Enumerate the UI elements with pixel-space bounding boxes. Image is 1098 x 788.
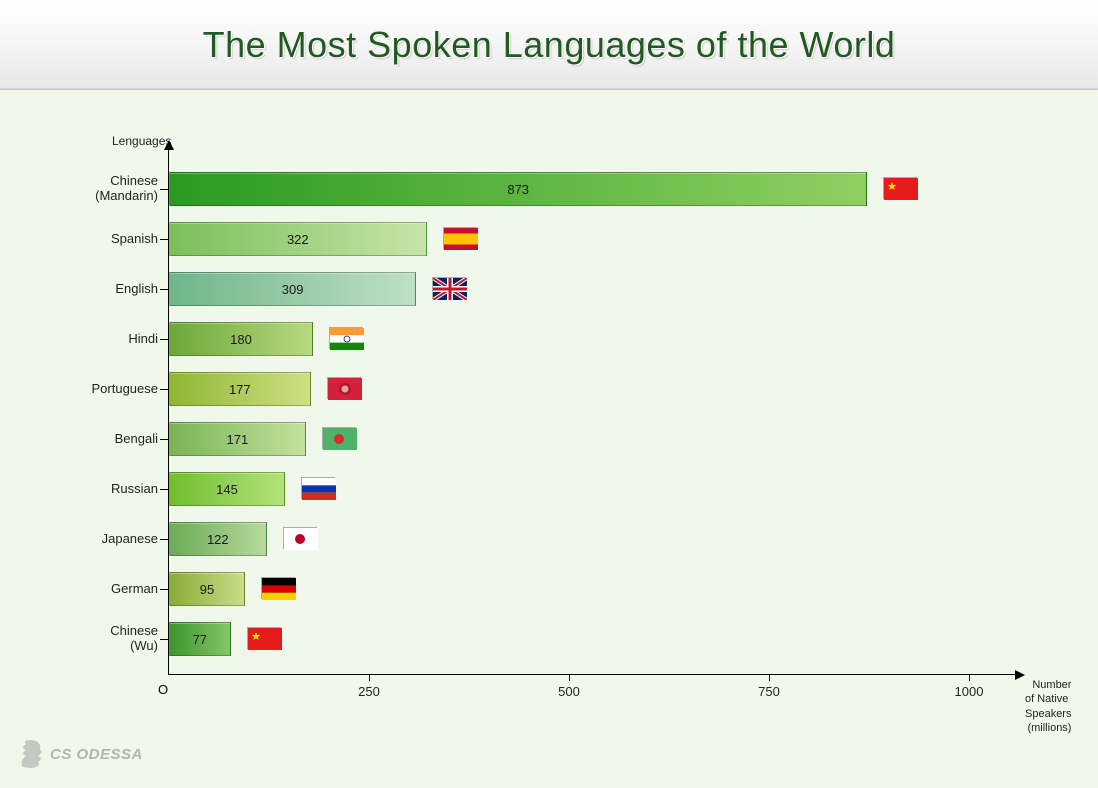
- chart-row: Portuguese177: [60, 371, 1060, 407]
- chart: Lenguages O 2505007501000 Number of Nati…: [60, 140, 1060, 720]
- y-axis-label: Lenguages: [112, 134, 171, 148]
- x-tick-label: 1000: [955, 684, 984, 699]
- category-label: Bengali: [48, 432, 158, 447]
- chart-row: Hindi180: [60, 321, 1060, 357]
- bar: 171: [169, 422, 306, 456]
- category-tick: [160, 639, 168, 640]
- x-tick-label: 750: [758, 684, 780, 699]
- x-tick-label: 250: [358, 684, 380, 699]
- category-label: Chinese(Mandarin): [48, 174, 158, 204]
- chart-row: Chinese(Mandarin)873: [60, 171, 1060, 207]
- category-label: Spanish: [48, 232, 158, 247]
- category-label: Chinese(Wu): [48, 624, 158, 654]
- category-label: Portuguese: [48, 382, 158, 397]
- category-label: Japanese: [48, 532, 158, 547]
- category-label: Russian: [48, 482, 158, 497]
- bar: 177: [169, 372, 311, 406]
- category-tick: [160, 489, 168, 490]
- category-label: Hindi: [48, 332, 158, 347]
- x-tick-label: 500: [558, 684, 580, 699]
- logo-swirl-icon: [18, 738, 44, 770]
- chart-row: German95: [60, 571, 1060, 607]
- chart-row: English309: [60, 271, 1060, 307]
- x-axis-label: Number of Native Speakers (millions): [1025, 678, 1071, 735]
- spain-flag-icon: [443, 227, 477, 249]
- origin-label: O: [158, 682, 168, 697]
- bar: 180: [169, 322, 313, 356]
- category-label: English: [48, 282, 158, 297]
- india-flag-icon: [329, 327, 363, 349]
- chart-row: Japanese122: [60, 521, 1060, 557]
- bar: 309: [169, 272, 416, 306]
- header: The Most Spoken Languages of the World: [0, 0, 1098, 90]
- category-tick: [160, 289, 168, 290]
- bar: 95: [169, 572, 245, 606]
- russia-flag-icon: [301, 477, 335, 499]
- x-axis-arrow-icon: [1015, 670, 1025, 680]
- category-tick: [160, 239, 168, 240]
- uk-flag-icon: [432, 277, 466, 299]
- japan-flag-icon: [283, 527, 317, 549]
- category-label: German: [48, 582, 158, 597]
- bangladesh-flag-icon: [322, 427, 356, 449]
- bar: 145: [169, 472, 285, 506]
- bar: 322: [169, 222, 427, 256]
- chart-row: Spanish322: [60, 221, 1060, 257]
- bar: 77: [169, 622, 231, 656]
- china-flag-icon: [247, 627, 281, 649]
- category-tick: [160, 439, 168, 440]
- logo: CS ODESSA: [18, 738, 143, 770]
- x-tick: [769, 674, 770, 681]
- x-tick: [969, 674, 970, 681]
- x-axis-line: [168, 674, 1018, 675]
- bar: 122: [169, 522, 267, 556]
- chart-row: Bengali171: [60, 421, 1060, 457]
- category-tick: [160, 339, 168, 340]
- logo-text: CS ODESSA: [50, 746, 143, 763]
- y-axis-arrow-icon: [164, 140, 174, 150]
- x-tick: [569, 674, 570, 681]
- portugal-flag-icon: [327, 377, 361, 399]
- category-tick: [160, 389, 168, 390]
- category-tick: [160, 539, 168, 540]
- category-tick: [160, 189, 168, 190]
- category-tick: [160, 589, 168, 590]
- chart-row: Russian145: [60, 471, 1060, 507]
- germany-flag-icon: [261, 577, 295, 599]
- chart-row: Chinese(Wu)77: [60, 621, 1060, 657]
- bar: 873: [169, 172, 867, 206]
- x-tick: [369, 674, 370, 681]
- china-flag-icon: [883, 177, 917, 199]
- page-title: The Most Spoken Languages of the World: [203, 24, 896, 66]
